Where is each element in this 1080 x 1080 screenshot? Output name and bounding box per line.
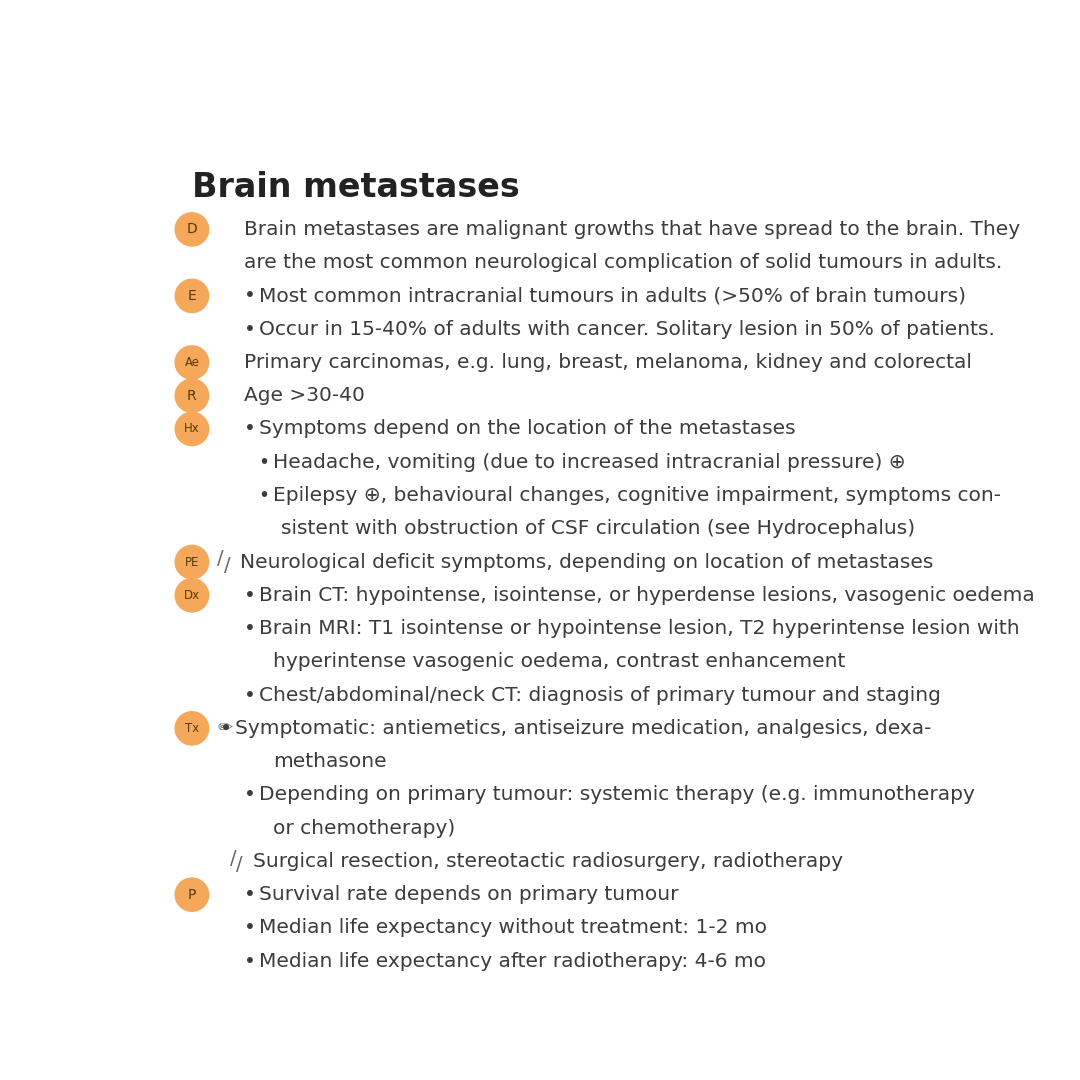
Circle shape bbox=[175, 878, 208, 912]
Text: •: • bbox=[258, 453, 269, 472]
Text: Chest/abdominal/neck CT: diagnosis of primary tumour and staging: Chest/abdominal/neck CT: diagnosis of pr… bbox=[259, 686, 941, 704]
Text: Survival rate depends on primary tumour: Survival rate depends on primary tumour bbox=[259, 886, 678, 904]
Text: D: D bbox=[187, 222, 198, 237]
Text: •: • bbox=[244, 619, 256, 638]
Text: Median life expectancy after radiotherapy: 4-6 mo: Median life expectancy after radiotherap… bbox=[259, 951, 766, 971]
Text: •: • bbox=[244, 686, 256, 704]
Text: Headache, vomiting (due to increased intracranial pressure) ⊕: Headache, vomiting (due to increased int… bbox=[273, 453, 906, 472]
Text: Most common intracranial tumours in adults (>50% of brain tumours): Most common intracranial tumours in adul… bbox=[259, 286, 966, 306]
Text: Dx: Dx bbox=[184, 589, 200, 602]
Text: •: • bbox=[244, 419, 256, 438]
Text: /: / bbox=[217, 550, 224, 568]
Text: Brain metastases are malignant growths that have spread to the brain. They: Brain metastases are malignant growths t… bbox=[244, 220, 1020, 239]
Text: •: • bbox=[244, 286, 256, 306]
Text: Symptoms depend on the location of the metastases: Symptoms depend on the location of the m… bbox=[259, 419, 796, 438]
Text: or chemotherapy): or chemotherapy) bbox=[273, 819, 456, 838]
Text: •: • bbox=[220, 719, 232, 738]
Text: •: • bbox=[244, 785, 256, 805]
Text: Brain CT: hypointense, isointense, or hyperdense lesions, vasogenic oedema: Brain CT: hypointense, isointense, or hy… bbox=[259, 585, 1035, 605]
Text: ✏: ✏ bbox=[217, 719, 232, 738]
Text: Tx: Tx bbox=[185, 721, 199, 734]
Circle shape bbox=[175, 579, 208, 612]
Text: Surgical resection, stereotactic radiosurgery, radiotherapy: Surgical resection, stereotactic radiosu… bbox=[253, 852, 843, 870]
Circle shape bbox=[175, 213, 208, 246]
Text: /: / bbox=[230, 849, 237, 867]
Text: sistent with obstruction of CSF circulation (see Hydrocephalus): sistent with obstruction of CSF circulat… bbox=[282, 519, 916, 538]
Text: Brain metastases: Brain metastases bbox=[192, 171, 519, 204]
Text: /: / bbox=[237, 855, 243, 874]
Text: /: / bbox=[224, 556, 230, 575]
Text: Brain MRI: T1 isointense or hypointense lesion, T2 hyperintense lesion with: Brain MRI: T1 isointense or hypointense … bbox=[259, 619, 1020, 638]
Text: •: • bbox=[244, 951, 256, 971]
Circle shape bbox=[175, 712, 208, 745]
Text: •: • bbox=[244, 918, 256, 937]
Text: Median life expectancy without treatment: 1-2 mo: Median life expectancy without treatment… bbox=[259, 918, 767, 937]
Text: Occur in 15-40% of adults with cancer. Solitary lesion in 50% of patients.: Occur in 15-40% of adults with cancer. S… bbox=[259, 320, 995, 339]
Text: Neurological deficit symptoms, depending on location of metastases: Neurological deficit symptoms, depending… bbox=[241, 553, 934, 571]
Text: Depending on primary tumour: systemic therapy (e.g. immunotherapy: Depending on primary tumour: systemic th… bbox=[259, 785, 975, 805]
Text: Primary carcinomas, e.g. lung, breast, melanoma, kidney and colorectal: Primary carcinomas, e.g. lung, breast, m… bbox=[244, 353, 972, 372]
Text: Epilepsy ⊕, behavioural changes, cognitive impairment, symptoms con-: Epilepsy ⊕, behavioural changes, cogniti… bbox=[273, 486, 1001, 505]
Text: •: • bbox=[244, 886, 256, 904]
Circle shape bbox=[175, 280, 208, 312]
Text: PE: PE bbox=[185, 555, 199, 568]
Text: •: • bbox=[244, 585, 256, 605]
Text: are the most common neurological complication of solid tumours in adults.: are the most common neurological complic… bbox=[244, 253, 1002, 272]
Text: Age >30-40: Age >30-40 bbox=[244, 387, 365, 405]
Text: •: • bbox=[258, 486, 269, 505]
Text: hyperintense vasogenic oedema, contrast enhancement: hyperintense vasogenic oedema, contrast … bbox=[273, 652, 846, 672]
Text: Ae: Ae bbox=[185, 356, 200, 369]
Text: •: • bbox=[244, 320, 256, 339]
Text: R: R bbox=[187, 389, 197, 403]
Text: E: E bbox=[188, 289, 197, 302]
Circle shape bbox=[175, 545, 208, 579]
Text: methasone: methasone bbox=[273, 752, 387, 771]
Circle shape bbox=[175, 346, 208, 379]
Text: Symptomatic: antiemetics, antiseizure medication, analgesics, dexa-: Symptomatic: antiemetics, antiseizure me… bbox=[235, 719, 932, 738]
Text: P: P bbox=[188, 888, 197, 902]
Circle shape bbox=[175, 413, 208, 446]
Circle shape bbox=[175, 379, 208, 413]
Text: Hx: Hx bbox=[184, 422, 200, 435]
